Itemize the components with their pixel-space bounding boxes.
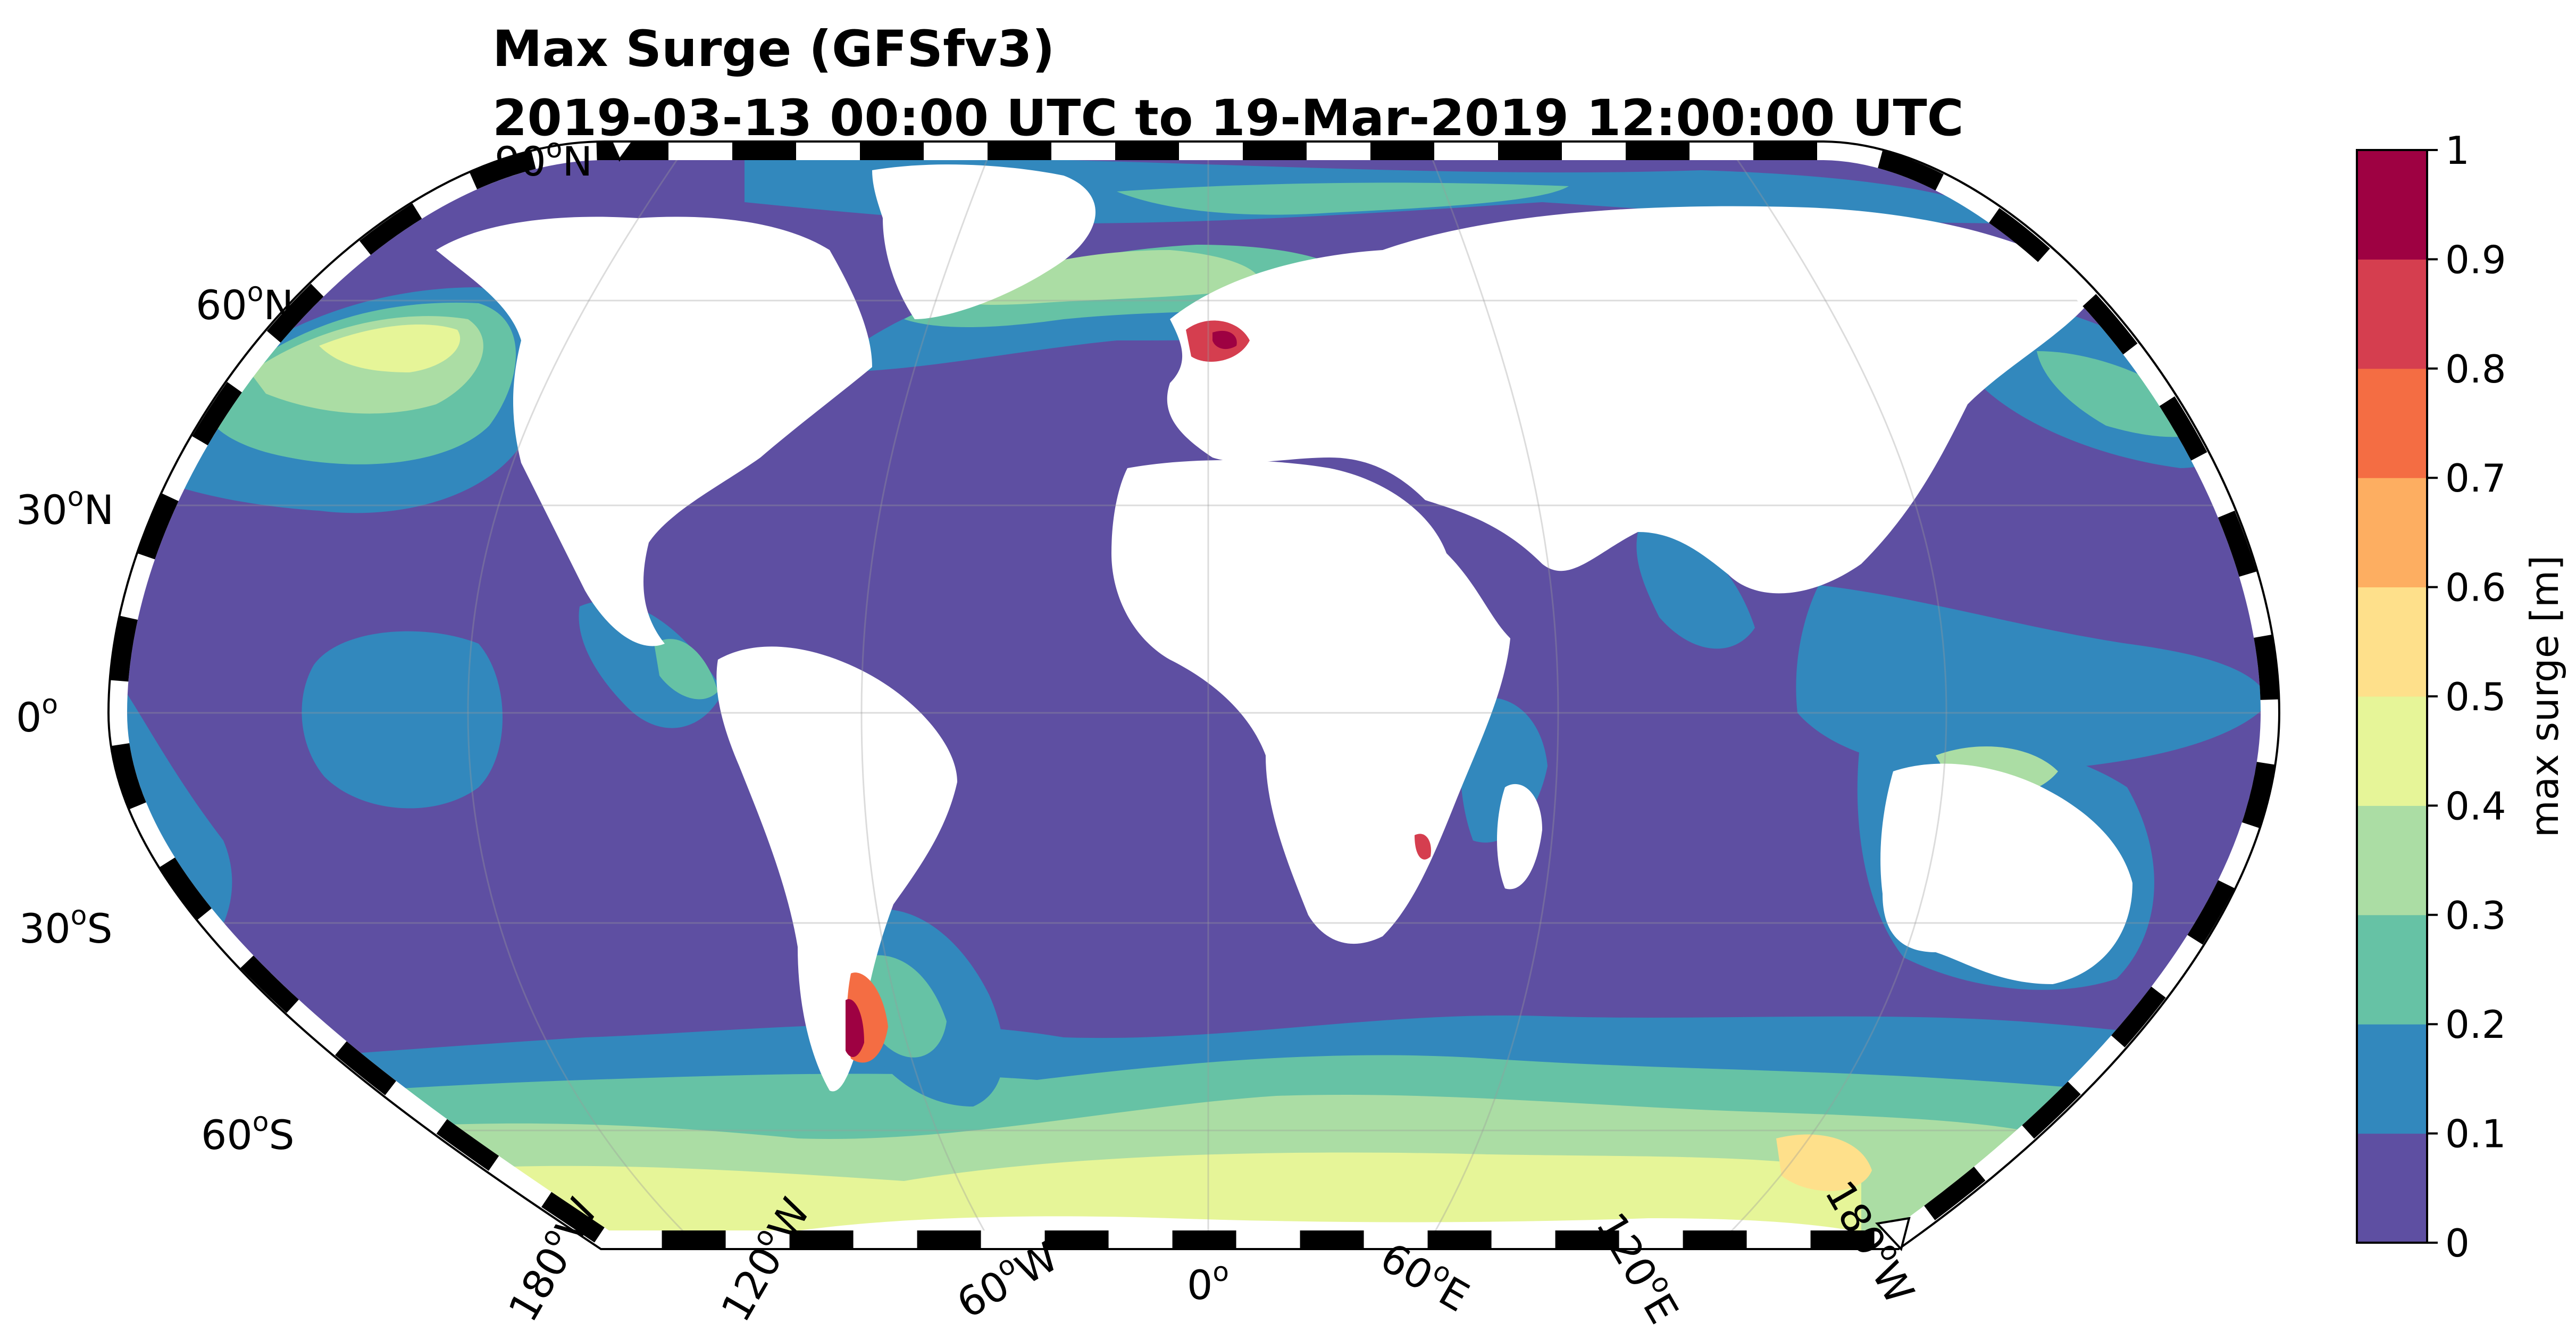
lat-label-90n: 90oN bbox=[495, 133, 592, 185]
bay-of-bengal-band bbox=[1636, 531, 1755, 649]
degree-sign: o bbox=[253, 1107, 269, 1137]
colorbar-tick-label: 0.9 bbox=[2445, 237, 2506, 282]
colorbar: 0 0.1 0.2 0.3 0.4 0.5 0.6 0.7 0.8 0.9 1 max surge … bbox=[2356, 128, 2567, 1266]
colorbar-tick-label: 1 bbox=[2445, 128, 2470, 173]
lon-label-60w: 60oW bbox=[947, 1228, 1066, 1327]
australia-land bbox=[1880, 763, 2132, 984]
colorbar-segment bbox=[2357, 805, 2427, 916]
north-atlantic-band-0.3 bbox=[947, 250, 1261, 305]
graticule-lon-60e bbox=[1429, 154, 1559, 1240]
graticule-lon-60w bbox=[860, 154, 990, 1240]
land-masses bbox=[436, 164, 2132, 1240]
eurasia-land bbox=[1167, 206, 2101, 594]
map-frame-checker bbox=[108, 142, 2279, 1249]
southern-ocean-band-0.5 bbox=[1776, 1134, 1872, 1191]
colorbar-tick-label: 0.5 bbox=[2445, 675, 2506, 719]
degree-sign: o bbox=[68, 481, 84, 512]
east-pacific-strip bbox=[118, 681, 232, 958]
graticule-lon-120e bbox=[1722, 154, 1947, 1240]
degree-sign: o bbox=[41, 689, 58, 720]
colorbar-segments bbox=[2357, 150, 2427, 1243]
colorbar-tick-label: 0.4 bbox=[2445, 784, 2506, 828]
degree-sign: o bbox=[247, 277, 264, 307]
colorbar-tick-label: 0.6 bbox=[2445, 565, 2506, 610]
colorbar-segment bbox=[2357, 259, 2427, 369]
lat-label-60s: 60oS bbox=[201, 1107, 295, 1159]
equatorial-pacific-blob bbox=[302, 631, 503, 809]
southern-ocean-band-0.4 bbox=[425, 1152, 1861, 1240]
colorbar-segment bbox=[2357, 150, 2427, 260]
colorbar-segment bbox=[2357, 1133, 2427, 1243]
colorbar-label: max surge [m] bbox=[2522, 555, 2567, 837]
colorbar-tick-label: 0.2 bbox=[2445, 1002, 2506, 1047]
colorbar-tick-label: 0.3 bbox=[2445, 893, 2506, 938]
corner-mark-top-left bbox=[609, 140, 635, 162]
colorbar-segment bbox=[2357, 696, 2427, 806]
colorbar-segment bbox=[2357, 587, 2427, 697]
colorbar-segment bbox=[2357, 368, 2427, 478]
colorbar-tick-label: 0.7 bbox=[2445, 456, 2506, 501]
north-pacific-band-0.4 bbox=[319, 325, 461, 372]
degree-sign: o bbox=[1212, 1257, 1229, 1287]
degree-sign: o bbox=[546, 133, 563, 164]
north-sea-surge-peak bbox=[1212, 330, 1237, 350]
map-globe bbox=[107, 140, 2281, 1252]
lat-label-60n: 60oN bbox=[196, 277, 294, 329]
map-title: Max Surge (GFSfv3) bbox=[492, 20, 1055, 78]
greenland-land bbox=[872, 164, 1095, 319]
colorbar-tick-label: 0.8 bbox=[2445, 347, 2506, 392]
arctic-band-0.2 bbox=[1117, 182, 1569, 215]
graticule bbox=[118, 154, 2270, 1240]
central-america-band bbox=[654, 639, 718, 700]
colorbar-tick-label: 0.1 bbox=[2445, 1112, 2506, 1157]
colorbar-segment bbox=[2357, 914, 2427, 1025]
colorbar-segment bbox=[2357, 478, 2427, 588]
degree-sign: o bbox=[71, 900, 87, 931]
map-subtitle: 2019-03-13 00:00 UTC to 19-Mar-2019 12:0… bbox=[492, 89, 1964, 147]
africa-land bbox=[1111, 460, 1510, 944]
lon-label-0: 0o bbox=[1187, 1257, 1229, 1309]
colorbar-segment bbox=[2357, 1024, 2427, 1134]
mozambique-surge-hotspot bbox=[1415, 834, 1431, 860]
lat-label-30s: 30oS bbox=[19, 900, 113, 952]
corner-mark-bottom-right bbox=[1875, 1217, 1911, 1252]
north-america-land bbox=[436, 217, 872, 646]
madagascar-land bbox=[1497, 784, 1542, 889]
map-frame-outline bbox=[107, 140, 2281, 1250]
colorbar-ticks: 0 0.1 0.2 0.3 0.4 0.5 0.6 0.7 0.8 0.9 1 bbox=[2427, 128, 2506, 1266]
graticule-lon-120w bbox=[467, 154, 692, 1240]
south-america-land bbox=[716, 646, 957, 1092]
latitude-labels: 90oN 60oN 30oN 0o 30oS 60oS bbox=[16, 133, 592, 1159]
colorbar-tick-label: 0 bbox=[2445, 1221, 2470, 1266]
lat-label-0: 0o bbox=[16, 689, 58, 741]
maritime-continent-band bbox=[1796, 585, 2270, 772]
patagonia-surge-peak bbox=[846, 999, 864, 1057]
lat-label-30n: 30oN bbox=[16, 481, 114, 534]
